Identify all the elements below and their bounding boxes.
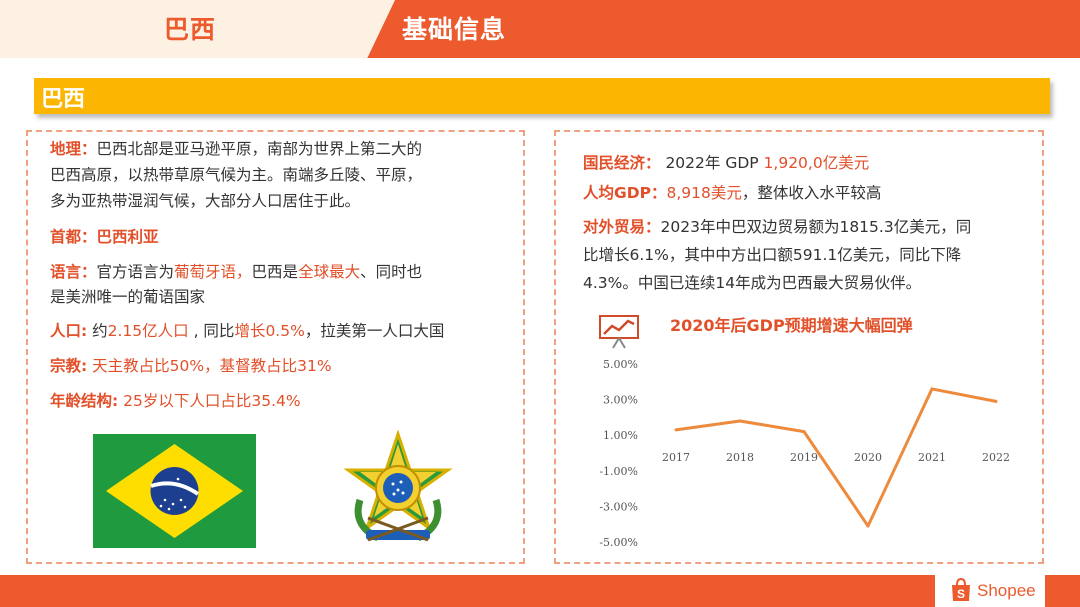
capital-line: 首都：巴西利亚 <box>50 228 159 246</box>
y-tick-label: 3.00% <box>603 394 638 407</box>
section-title-bar: 巴西 <box>34 78 1050 114</box>
language-label: 语言： <box>50 263 97 281</box>
header-country-title: 巴西 <box>164 15 217 44</box>
brazil-flag-icon <box>93 434 256 548</box>
language-text-3: 、同时也 <box>360 263 423 281</box>
geo-line-2: 巴西高原，以热带草原气候为主。南端多丘陵、平原， <box>50 166 423 184</box>
shopee-bag-icon: S <box>952 578 970 601</box>
gdp-data-point <box>866 524 870 528</box>
header-page-title: 基础信息 <box>402 15 507 44</box>
religion-em-1: 50% <box>169 357 205 375</box>
y-tick-label: 1.00% <box>603 429 638 442</box>
geo-text-1: 巴西北部是亚马逊平原，南部为世界上第二大的 <box>96 140 423 158</box>
x-tick-label: 2020 <box>854 451 882 464</box>
gdp-per-capita-em: 8,918美元 <box>666 184 742 202</box>
population-text-3: ，拉美第一人口大国 <box>304 322 445 340</box>
x-tick-label: 2018 <box>726 451 754 464</box>
trade-label: 对外贸易： <box>583 218 661 236</box>
economy-label: 国民经济： <box>583 154 661 172</box>
language-text-1: 官方语言为 <box>96 263 175 281</box>
gdp-data-point <box>738 419 742 423</box>
trade-line-3: 4.3%。中国已连续14年成为巴西最大贸易伙伴。 <box>583 274 922 292</box>
chart-title: 2020年后GDP预期增速大幅回弹 <box>670 316 913 335</box>
x-tick-label: 2022 <box>982 451 1010 464</box>
gdp-data-point <box>930 387 934 391</box>
gdp-per-capita-text: ，整体收入水平较高 <box>741 184 882 202</box>
religion-line: 宗教: 天主教占比50%，基督教占比31% <box>50 355 332 377</box>
language-em-2: 全球最大 <box>298 263 361 281</box>
economy-em-1: 1,920,0亿美元 <box>763 154 870 172</box>
religion-text-1: 天主教占比 <box>87 357 170 375</box>
language-line-1: 语言：官方语言为葡萄牙语，巴西是全球最大、同时也 <box>50 261 422 283</box>
population-text-1: 约 <box>87 322 108 340</box>
population-line: 人口: 约2.15亿人口 , 同比增长0.5%，拉美第一人口大国 <box>50 320 444 342</box>
gdp-data-point <box>994 399 998 403</box>
geo-label: 地理： <box>50 140 97 158</box>
footer-bar <box>0 575 1080 607</box>
economy-text-1: 2022年 GDP <box>660 154 764 172</box>
gdp-growth-chart: 5.00% 3.00% 1.00% -1.00% -3.00% -5.00% 2017 201… <box>599 358 1010 549</box>
population-em-2: 增长0.5% <box>234 322 305 340</box>
gdp-per-capita-line: 人均GDP：8,918美元，整体收入水平较高 <box>583 182 881 204</box>
trade-line-1: 对外贸易：2023年中巴双边贸易额为1815.3亿美元，同 <box>583 216 971 238</box>
age-label: 年龄结构: <box>50 392 119 410</box>
economy-panel <box>554 130 1044 564</box>
population-label: 人口: <box>50 322 88 340</box>
coat-of-arms-icon <box>343 430 453 542</box>
gdp-series-line <box>675 387 997 528</box>
x-tick-label: 2021 <box>918 451 946 464</box>
section-title: 巴西 <box>41 87 86 112</box>
y-tick-label: -1.00% <box>599 465 638 478</box>
religion-label: 宗教: <box>50 357 88 375</box>
x-tick-label: 2019 <box>790 451 818 464</box>
basic-info-panel <box>26 130 525 564</box>
population-text-2: , 同比 <box>188 322 235 340</box>
presentation-chart-icon <box>599 315 639 349</box>
population-em-1: 2.15亿人口 <box>107 322 189 340</box>
gdp-data-point <box>674 428 678 432</box>
x-tick-label: 2017 <box>662 451 690 464</box>
trade-text-1: 2023年中巴双边贸易额为1815.3亿美元，同 <box>660 218 972 236</box>
gdp-per-capita-label: 人均GDP： <box>583 184 667 202</box>
age-text-1: 25岁以下人口占比 <box>118 392 252 410</box>
age-em-1: 35.4% <box>251 392 301 410</box>
geo-line-1: 地理：巴西北部是亚马逊平原，南部为世界上第二大的 <box>50 138 422 160</box>
y-tick-label: 5.00% <box>603 358 638 371</box>
economy-line: 国民经济： 2022年 GDP 1,920,0亿美元 <box>583 152 869 174</box>
language-em-1: 葡萄牙语， <box>174 263 252 281</box>
age-line: 年龄结构: 25岁以下人口占比35.4% <box>50 390 301 412</box>
gdp-data-point <box>802 430 806 434</box>
geo-line-3: 多为亚热带湿润气候，大部分人口居住于此。 <box>50 192 361 210</box>
header-left-tab <box>0 0 395 58</box>
trade-line-2: 比增长6.1%，其中中方出口额591.1亿美元，同比下降 <box>583 246 962 264</box>
religion-em-2: 31% <box>297 357 332 375</box>
y-tick-label: -5.00% <box>599 536 638 549</box>
svg-text:S: S <box>957 587 965 601</box>
y-tick-label: -3.00% <box>599 500 638 513</box>
shopee-logo-text: Shopee <box>977 581 1036 600</box>
religion-text-2: ，基督教占比 <box>204 357 298 375</box>
language-text-2: 巴西是 <box>251 263 299 281</box>
language-line-2: 是美洲唯一的葡语国家 <box>50 288 206 306</box>
